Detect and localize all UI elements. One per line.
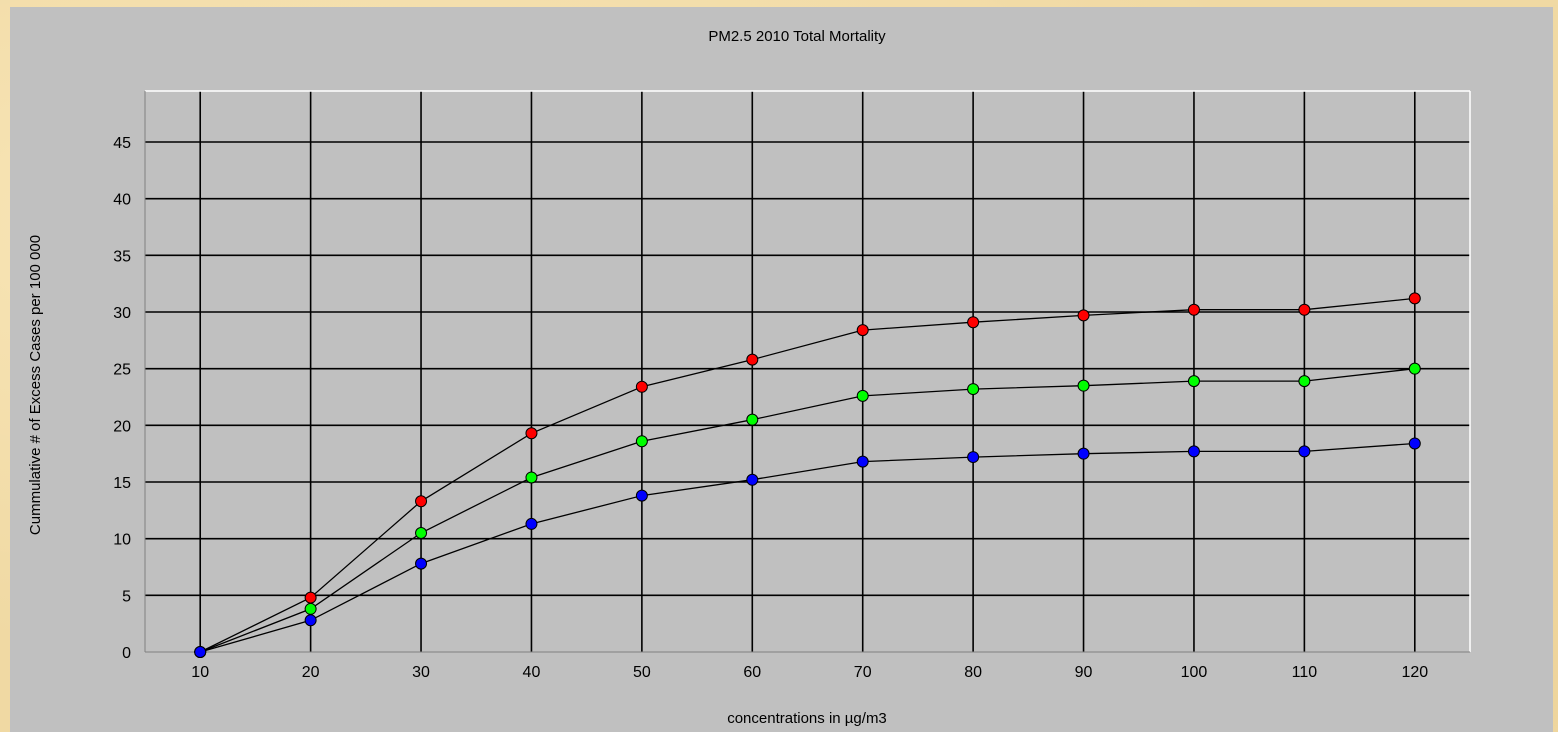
y-tick-label: 15 [113, 475, 131, 492]
x-tick-label: 20 [302, 664, 320, 681]
data-point-series-2 [1077, 379, 1090, 392]
x-axis-label: concentrations in µg/m3 [727, 710, 887, 727]
data-point-series-2 [635, 435, 648, 448]
data-point-series-1 [1298, 303, 1311, 316]
y-tick-label: 45 [113, 135, 131, 152]
x-tick-label: 110 [1292, 664, 1318, 681]
x-tick-label: 120 [1401, 664, 1428, 681]
data-point-series-3 [304, 614, 317, 627]
data-point-series-1 [856, 324, 869, 337]
data-point-series-1 [1077, 309, 1090, 322]
plot-area: 0 5 10 15 20 25 30 35 40 45 10 20 30 40 50 60 70 80 90 100 1… [113, 90, 1471, 681]
series-line-3 [200, 442, 1415, 653]
data-point-series-2 [1408, 362, 1421, 375]
data-point-series-3 [194, 646, 207, 658]
data-point-series-1 [635, 380, 648, 393]
chart-panel: PM2.5 2010 Total Mortality Cummulative #… [10, 7, 1553, 732]
data-point-series-1 [746, 353, 759, 366]
chart-title: PM2.5 2010 Total Mortality [708, 28, 886, 45]
y-tick-label: 30 [113, 305, 131, 322]
x-tick-label: 30 [412, 664, 430, 681]
y-tick-label: 25 [113, 362, 131, 379]
data-point-series-2 [525, 471, 538, 484]
series-line-1 [199, 297, 1415, 653]
data-point-series-2 [304, 602, 317, 615]
data-point-series-1 [304, 591, 317, 604]
x-tick-label: 80 [964, 664, 982, 681]
x-tick-label: 70 [854, 664, 872, 681]
data-point-series-1 [415, 495, 428, 508]
data-point-series-1 [1187, 303, 1200, 316]
data-point-series-3 [1187, 445, 1200, 458]
data-point-series-2 [415, 527, 428, 539]
y-axis-label: Cummulative # of Excess Cases per 100 00… [27, 235, 44, 535]
data-point-series-2 [856, 389, 869, 402]
data-point-series-3 [635, 489, 648, 502]
data-point-series-3 [967, 451, 980, 464]
data-point-series-3 [525, 517, 538, 530]
y-tick-label: 40 [113, 192, 131, 209]
data-point-series-3 [1077, 447, 1090, 460]
x-tick-label: 90 [1075, 664, 1093, 681]
data-point-series-3 [1298, 445, 1311, 458]
data-point-series-2 [1187, 375, 1200, 388]
data-point-series-3 [856, 455, 869, 468]
y-tick-label: 5 [122, 588, 131, 605]
x-tick-label: 100 [1181, 664, 1208, 681]
x-tick-label: 40 [523, 664, 541, 681]
series-line-2 [199, 368, 1415, 653]
y-tick-label: 0 [122, 645, 131, 662]
data-point-series-3 [746, 473, 759, 486]
y-tick-label: 35 [113, 248, 131, 265]
data-point-series-1 [967, 316, 980, 329]
x-tick-label: 50 [633, 664, 651, 681]
data-point-series-3 [1408, 437, 1421, 450]
data-point-series-2 [967, 383, 980, 396]
data-point-series-1 [1408, 292, 1421, 305]
plot-background [145, 91, 1470, 652]
y-tick-label: 20 [113, 418, 131, 435]
data-point-series-2 [1298, 375, 1311, 388]
data-point-series-1 [525, 427, 538, 440]
x-tick-label: 60 [743, 664, 761, 681]
data-point-series-2 [746, 413, 759, 426]
line-chart: PM2.5 2010 Total Mortality Cummulative #… [27, 28, 1471, 727]
y-tick-label: 10 [113, 532, 131, 549]
data-point-series-3 [415, 557, 428, 570]
x-tick-label: 10 [191, 664, 209, 681]
